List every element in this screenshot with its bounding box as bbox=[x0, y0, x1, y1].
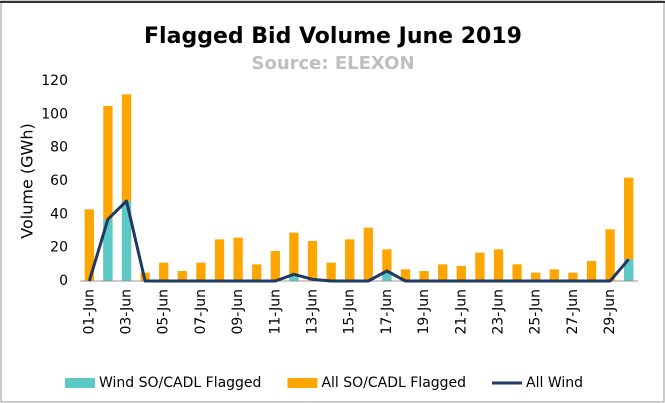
bar bbox=[549, 269, 559, 281]
bar bbox=[214, 239, 225, 281]
bar bbox=[177, 271, 187, 281]
y-tick-label: 80 bbox=[50, 140, 68, 156]
bar bbox=[252, 264, 262, 281]
bar bbox=[456, 266, 466, 281]
x-tick-label: 01-Jun bbox=[81, 289, 97, 335]
bar bbox=[400, 269, 411, 281]
legend-label: All SO/CADL Flagged bbox=[321, 375, 466, 391]
bar bbox=[605, 229, 615, 281]
legend-swatch bbox=[287, 378, 318, 388]
x-tick-label: 03-Jun bbox=[119, 289, 135, 335]
bar bbox=[438, 264, 448, 281]
bar bbox=[326, 262, 336, 281]
bar bbox=[363, 227, 373, 281]
bar bbox=[531, 272, 541, 281]
bar bbox=[493, 249, 504, 281]
x-tick-label: 11-Jun bbox=[267, 289, 283, 335]
bar bbox=[568, 272, 578, 281]
x-tick-label: 15-Jun bbox=[342, 289, 358, 335]
bar bbox=[121, 94, 132, 281]
chart-title: Flagged Bid Volume June 2019 bbox=[144, 24, 522, 49]
x-tick-label: 09-Jun bbox=[230, 289, 246, 335]
legend-label: Wind SO/CADL Flagged bbox=[99, 375, 261, 391]
x-tick-label: 29-Jun bbox=[602, 289, 618, 335]
x-tick-label: 05-Jun bbox=[156, 289, 172, 335]
bar bbox=[196, 262, 206, 281]
y-tick-label: 100 bbox=[41, 106, 68, 122]
bar bbox=[624, 177, 634, 281]
x-tick-label: 27-Jun bbox=[565, 289, 581, 335]
bar bbox=[103, 106, 113, 281]
y-tick-label: 0 bbox=[59, 273, 68, 289]
bar bbox=[159, 262, 169, 281]
x-tick-label: 17-Jun bbox=[379, 289, 395, 335]
bar bbox=[624, 259, 634, 281]
x-tick-label: 23-Jun bbox=[491, 289, 507, 335]
bar bbox=[233, 237, 243, 281]
bar bbox=[289, 232, 299, 281]
legend-label: All Wind bbox=[526, 375, 583, 391]
bar bbox=[121, 201, 132, 281]
bar bbox=[345, 239, 355, 281]
y-tick-label: 60 bbox=[50, 173, 68, 189]
x-tick-label: 25-Jun bbox=[528, 289, 544, 335]
y-tick-label: 120 bbox=[41, 73, 68, 89]
bar bbox=[84, 209, 94, 281]
y-tick-label: 20 bbox=[50, 240, 68, 256]
bar bbox=[382, 271, 392, 281]
bar bbox=[512, 264, 522, 281]
bar bbox=[382, 249, 392, 281]
x-tick-label: 07-Jun bbox=[193, 289, 209, 335]
y-tick-label: 40 bbox=[50, 206, 68, 222]
x-tick-label: 19-Jun bbox=[416, 289, 432, 335]
x-tick-label: 13-Jun bbox=[305, 289, 321, 335]
line-series bbox=[87, 199, 630, 283]
x-tick-label: 21-Jun bbox=[453, 289, 469, 335]
bar bbox=[270, 251, 280, 281]
chart-subtitle: Source: ELEXON bbox=[251, 53, 414, 74]
bar bbox=[586, 261, 597, 281]
bar bbox=[103, 219, 113, 281]
bar bbox=[289, 276, 299, 281]
bar bbox=[419, 271, 429, 281]
bar bbox=[475, 252, 485, 281]
y-axis-label: Volume (GWh) bbox=[18, 123, 37, 238]
bar bbox=[307, 241, 318, 281]
legend-swatch bbox=[65, 378, 95, 388]
